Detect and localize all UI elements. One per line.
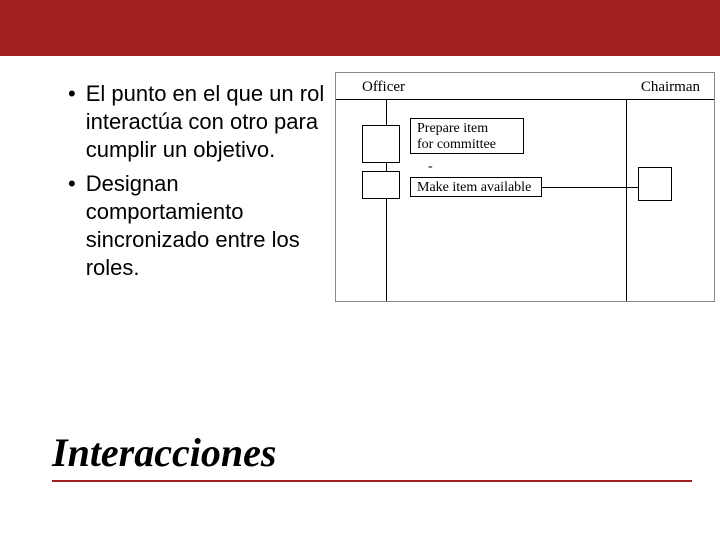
lane-top-border [336, 99, 714, 100]
list-item: • El punto en el que un rol interactúa c… [68, 80, 328, 164]
connector-dash-icon: - [428, 159, 433, 175]
bullet-text: El punto en el que un rol interactúa con… [86, 80, 328, 164]
header-bar [0, 0, 720, 56]
bullet-dot-icon: • [68, 80, 76, 108]
activity-box-prepare: Prepare item for committee [410, 118, 524, 154]
activity-box [362, 125, 400, 163]
activity-box-make-available: Make item available [410, 177, 542, 197]
activity-diagram: Officer Chairman Prepare item for commit… [335, 72, 715, 302]
title-underline [52, 480, 692, 482]
lane-divider [626, 99, 627, 301]
title-block: Interacciones [52, 429, 692, 482]
bullet-text: Designan comportamiento sincronizado ent… [86, 170, 328, 282]
page-title: Interacciones [52, 429, 692, 480]
list-item: • Designan comportamiento sincronizado e… [68, 170, 328, 282]
bullet-dot-icon: • [68, 170, 76, 198]
role-label-officer: Officer [362, 79, 405, 96]
connector-line [542, 187, 638, 188]
content-area: • El punto en el que un rol interactúa c… [0, 56, 720, 540]
bullet-list: • El punto en el que un rol interactúa c… [68, 80, 328, 288]
activity-box [362, 171, 400, 199]
role-label-chairman: Chairman [641, 79, 700, 96]
activity-box [638, 167, 672, 201]
